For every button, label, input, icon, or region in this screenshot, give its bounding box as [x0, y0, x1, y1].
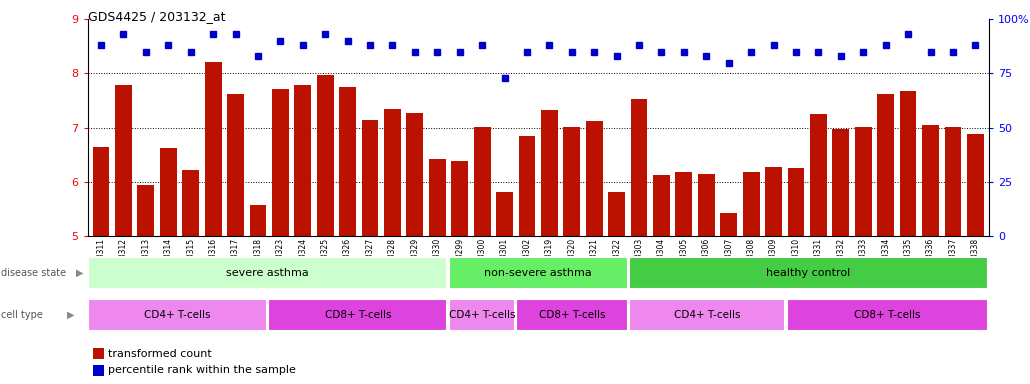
Bar	[855, 127, 871, 236]
Text: ▶: ▶	[67, 310, 74, 320]
Bar	[496, 192, 513, 236]
Text: CD4+ T-cells: CD4+ T-cells	[449, 310, 515, 320]
Bar	[269, 299, 447, 331]
Bar	[384, 109, 401, 236]
Text: transformed count: transformed count	[108, 349, 212, 359]
Text: CD8+ T-cells: CD8+ T-cells	[324, 310, 391, 320]
Bar	[137, 185, 154, 236]
Bar	[810, 114, 827, 236]
Bar	[563, 127, 580, 236]
Bar	[115, 85, 132, 236]
Bar	[743, 172, 759, 236]
Bar	[428, 159, 446, 236]
Bar	[787, 299, 988, 331]
Text: ▶: ▶	[76, 268, 83, 278]
Bar	[205, 61, 221, 236]
Bar	[629, 257, 988, 288]
Bar	[474, 127, 490, 236]
Bar	[451, 161, 468, 236]
Bar	[272, 89, 288, 236]
Bar	[317, 75, 334, 236]
Bar	[630, 99, 648, 236]
Bar	[878, 94, 894, 236]
Bar	[160, 148, 177, 236]
Bar	[89, 257, 447, 288]
Bar	[362, 119, 378, 236]
Bar	[899, 91, 917, 236]
Bar	[922, 125, 939, 236]
Text: CD4+ T-cells: CD4+ T-cells	[144, 310, 211, 320]
Bar	[516, 299, 627, 331]
Bar	[788, 168, 804, 236]
Bar	[518, 136, 536, 236]
Bar	[339, 87, 356, 236]
Bar	[629, 299, 785, 331]
Bar	[89, 299, 267, 331]
Text: CD8+ T-cells: CD8+ T-cells	[854, 310, 921, 320]
Text: CD4+ T-cells: CD4+ T-cells	[674, 310, 741, 320]
Text: CD8+ T-cells: CD8+ T-cells	[539, 310, 606, 320]
Bar	[765, 167, 782, 236]
Bar	[967, 134, 984, 236]
Bar	[295, 85, 311, 236]
Bar	[449, 257, 627, 288]
Bar	[676, 172, 692, 236]
Bar	[227, 94, 244, 236]
Bar	[182, 170, 199, 236]
Text: severe asthma: severe asthma	[227, 268, 309, 278]
Bar	[609, 192, 625, 236]
Bar	[720, 214, 737, 236]
Bar	[586, 121, 603, 236]
Bar	[541, 110, 558, 236]
Bar	[945, 127, 961, 236]
Bar	[407, 113, 423, 236]
Bar	[449, 299, 515, 331]
Bar	[653, 175, 670, 236]
Bar	[93, 147, 109, 236]
Text: percentile rank within the sample: percentile rank within the sample	[108, 365, 296, 375]
Bar	[698, 174, 715, 236]
Bar	[249, 205, 267, 236]
Text: non-severe asthma: non-severe asthma	[484, 268, 592, 278]
Text: GDS4425 / 203132_at: GDS4425 / 203132_at	[88, 10, 225, 23]
Text: disease state: disease state	[1, 268, 66, 278]
Bar	[832, 129, 850, 236]
Text: healthy control: healthy control	[766, 268, 851, 278]
Text: cell type: cell type	[1, 310, 43, 320]
